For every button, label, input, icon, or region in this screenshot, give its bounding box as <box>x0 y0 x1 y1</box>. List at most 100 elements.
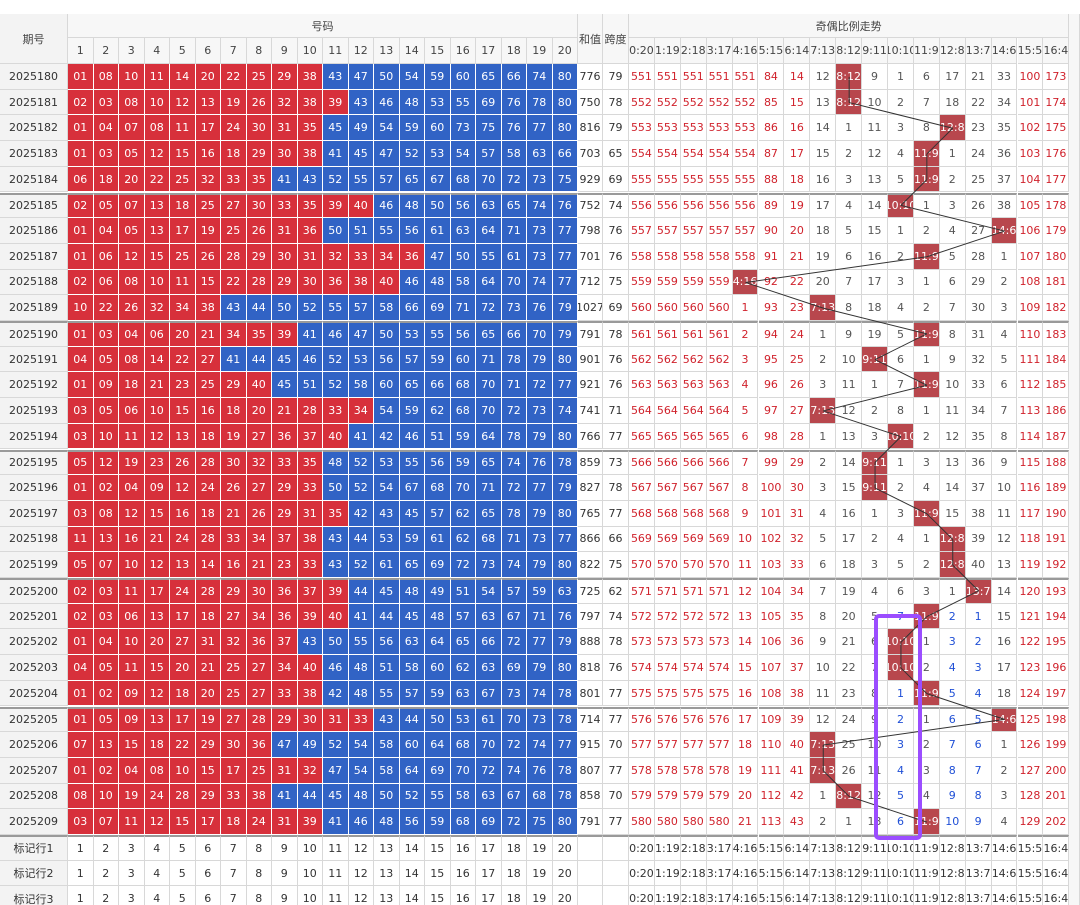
drawn-number: 52 <box>348 552 374 578</box>
drawn-number: 33 <box>221 166 247 193</box>
span-cell: 76 <box>603 218 629 244</box>
drawn-number: 15 <box>119 732 145 758</box>
issue-cell: 2025206 <box>0 732 68 758</box>
footer-number: 2 <box>93 835 119 861</box>
drawn-number: 01 <box>68 372 94 399</box>
drawn-number: 10 <box>119 64 145 90</box>
drawn-number: 29 <box>246 243 272 270</box>
omission-count: 1 <box>913 346 940 373</box>
drawn-number: 13 <box>144 218 170 244</box>
omission-count: 566 <box>629 449 655 476</box>
omission-count: 565 <box>680 423 707 450</box>
omission-count: 572 <box>680 603 707 630</box>
omission-count: 568 <box>654 500 681 527</box>
number-column-label: 16 <box>450 38 476 64</box>
omission-count: 125 <box>1017 706 1044 733</box>
omission-count: 15 <box>991 603 1018 630</box>
omission-count: 33 <box>991 64 1018 90</box>
omission-count: 6 <box>913 64 940 90</box>
omission-count: 2 <box>810 346 837 373</box>
footer-number: 11 <box>323 886 349 905</box>
drawn-number: 52 <box>297 295 323 321</box>
ratio-column-label: 4:16 <box>732 38 759 64</box>
drawn-number: 41 <box>323 809 349 835</box>
omission-count: 570 <box>629 552 655 578</box>
drawn-number: 15 <box>195 757 221 784</box>
omission-count: 2 <box>965 629 992 656</box>
omission-count: 88 <box>758 166 785 193</box>
footer-ratio: 15:5 <box>1018 886 1044 905</box>
drawn-number: 32 <box>297 757 323 784</box>
omission-count: 21 <box>965 64 992 90</box>
issue-cell: 2025201 <box>0 603 68 630</box>
drawn-number: 08 <box>119 89 145 116</box>
drawn-number: 12 <box>170 89 196 116</box>
drawn-number: 32 <box>195 166 221 193</box>
omission-count: 3 <box>810 475 837 501</box>
drawn-number: 41 <box>272 783 298 810</box>
drawn-number: 27 <box>246 423 272 450</box>
omission-count: 1 <box>913 706 940 733</box>
issue-header: 期号 <box>0 14 68 64</box>
omission-count: 7 <box>965 757 992 784</box>
drawn-number: 63 <box>527 141 553 167</box>
drawn-number: 67 <box>425 166 451 193</box>
drawn-number: 27 <box>246 680 272 707</box>
omission-count: 556 <box>629 192 655 219</box>
omission-count: 4 <box>939 655 966 681</box>
omission-count: 573 <box>654 629 681 656</box>
drawn-number: 10 <box>144 269 170 296</box>
ratio-hit: 11:9 <box>913 680 940 707</box>
footer-empty <box>603 886 629 905</box>
ratio-hit: 10:10 <box>888 629 914 656</box>
omission-count: 23 <box>836 680 863 707</box>
drawn-number: 26 <box>119 295 145 321</box>
footer-number: 7 <box>221 835 247 861</box>
drawn-number: 73 <box>476 552 502 578</box>
ratio-hit: 8:12 <box>836 783 863 810</box>
drawn-number: 55 <box>374 218 400 244</box>
drawn-number: 03 <box>68 398 94 424</box>
drawn-number: 70 <box>476 166 502 193</box>
drawn-number: 21 <box>246 552 272 578</box>
drawn-number: 58 <box>374 295 400 321</box>
sum-cell: 725 <box>578 578 603 604</box>
ratio-hit: 11:9 <box>913 166 940 193</box>
omission-count: 127 <box>1017 757 1044 784</box>
issue-cell: 2025193 <box>0 398 68 424</box>
omission-count: 1 <box>888 680 914 707</box>
trend-header: 奇偶比例走势 <box>629 14 1070 38</box>
drawn-number: 79 <box>527 500 553 527</box>
omission-count: 557 <box>629 218 655 244</box>
drawn-number: 27 <box>246 655 272 681</box>
sum-cell: 807 <box>578 757 603 784</box>
drawn-number: 34 <box>221 321 247 347</box>
omission-count: 121 <box>1017 603 1044 630</box>
number-column-label: 20 <box>552 38 578 64</box>
sum-cell: 797 <box>578 603 603 630</box>
number-column-label: 13 <box>374 38 400 64</box>
drawn-number: 10 <box>93 783 119 810</box>
drawn-number: 68 <box>450 732 476 758</box>
number-column-label: 2 <box>93 38 119 64</box>
omission-count: 2 <box>862 398 888 424</box>
drawn-number: 04 <box>93 218 119 244</box>
omission-count: 553 <box>732 115 759 142</box>
footer-ratio: 12:8 <box>939 860 966 887</box>
omission-count: 563 <box>629 372 655 399</box>
drawn-number: 64 <box>425 732 451 758</box>
drawn-number: 52 <box>323 346 349 373</box>
drawn-number: 61 <box>501 243 527 270</box>
sum-cell: 801 <box>578 680 603 707</box>
omission-count: 5 <box>732 398 759 424</box>
footer-number: 20 <box>552 860 578 887</box>
omission-count: 16 <box>732 680 759 707</box>
footer-number: 12 <box>348 835 374 861</box>
drawn-number: 78 <box>552 706 578 733</box>
omission-count: 112 <box>1017 372 1044 399</box>
drawn-number: 68 <box>425 475 451 501</box>
drawn-number: 56 <box>399 218 425 244</box>
drawn-number: 28 <box>246 706 272 733</box>
drawn-number: 55 <box>450 89 476 116</box>
ratio-hit: 11:9 <box>913 321 940 347</box>
